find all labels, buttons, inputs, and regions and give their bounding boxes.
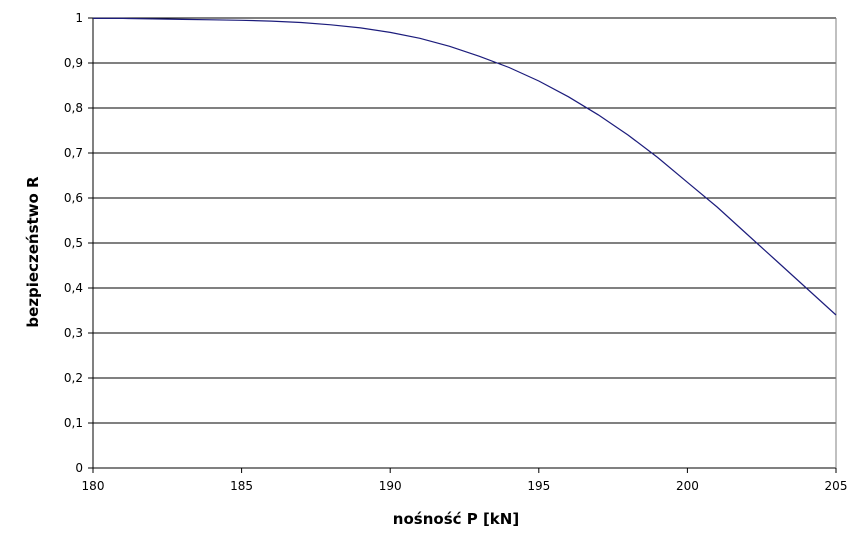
gridlines <box>93 17 836 469</box>
y-axis-title: bezpieczeństwo R <box>24 176 42 328</box>
tick-labels: 0 0,1 0,2 0,3 0,4 0,5 0,6 0,7 0,8 0,9 1 180 185 190 19… <box>64 11 848 493</box>
series-line <box>93 17 837 316</box>
x-axis-title: nośność P [kN] <box>393 510 519 528</box>
x-tick-label: 195 <box>527 479 550 493</box>
series-layer <box>93 17 837 316</box>
y-tick-label: 0,7 <box>64 146 83 160</box>
y-tick-label: 0,1 <box>64 416 83 430</box>
x-tick-label: 185 <box>230 479 253 493</box>
y-tick-label: 0,2 <box>64 371 83 385</box>
axes <box>88 17 837 473</box>
x-tick-label: 180 <box>82 479 105 493</box>
y-tick-label: 0,9 <box>64 56 83 70</box>
x-tick-label: 190 <box>379 479 402 493</box>
y-tick-label: 0,6 <box>64 191 83 205</box>
y-tick-label: 0,4 <box>64 281 83 295</box>
x-tick-label: 200 <box>676 479 699 493</box>
y-tick-label: 0 <box>75 461 83 475</box>
y-tick-label: 0,8 <box>64 101 83 115</box>
x-tick-label: 205 <box>825 479 848 493</box>
y-tick-label: 1 <box>75 11 83 25</box>
y-tick-label: 0,5 <box>64 236 83 250</box>
y-tick-label: 0,3 <box>64 326 83 340</box>
